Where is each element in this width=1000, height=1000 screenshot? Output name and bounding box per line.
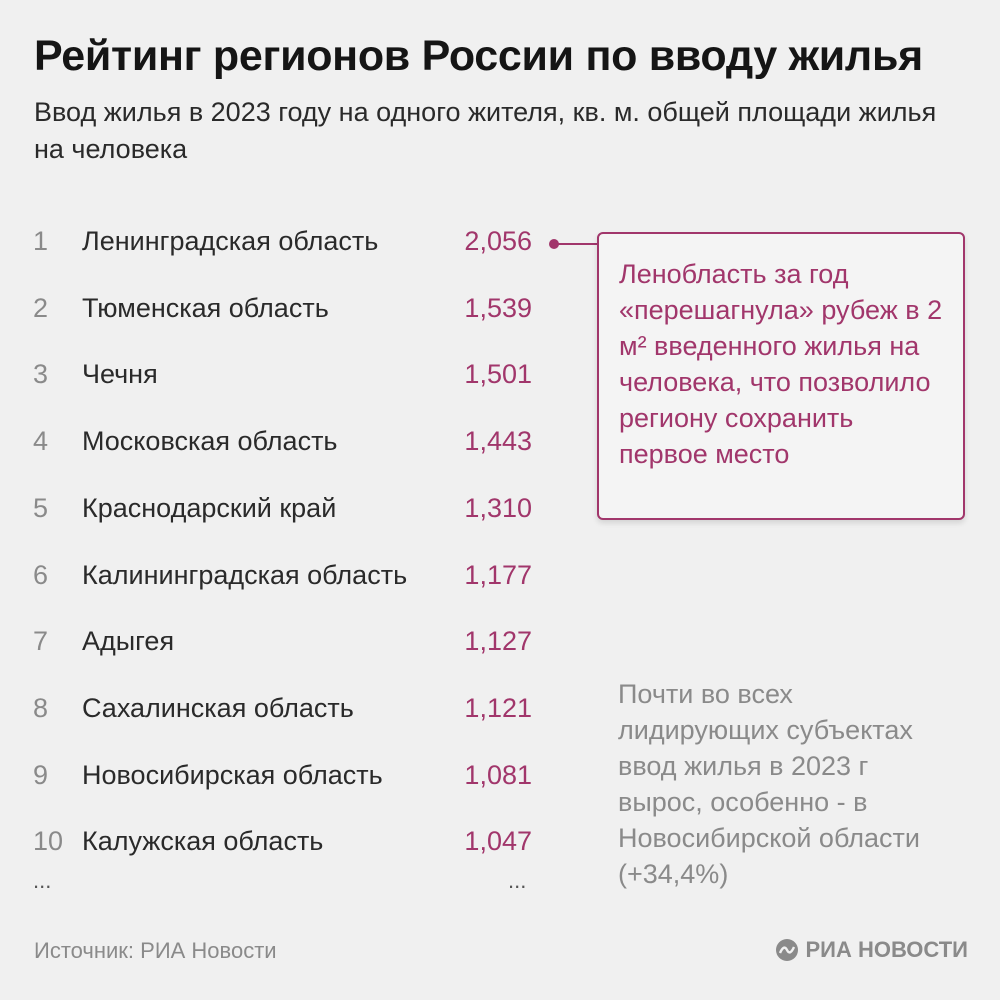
row-value: 1,127 — [464, 626, 532, 656]
ria-logo-icon — [776, 939, 799, 961]
row-rank: 8 — [33, 693, 49, 723]
row-value: 1,081 — [464, 760, 532, 790]
page-title: Рейтинг регионов России по вводу жилья — [34, 32, 923, 80]
side-note-text: Почти во всех лидирующих субъектах ввод … — [618, 679, 920, 889]
continuation-left: ... — [33, 868, 52, 893]
table-row: 8 Сахалинская область 1,121 — [0, 677, 560, 743]
table-row: 7 Адыгея 1,127 — [0, 610, 560, 676]
continuation-right: ... — [508, 868, 527, 893]
row-region-name: Новосибирская область — [82, 760, 383, 790]
side-note: Почти во всех лидирующих субъектах ввод … — [618, 676, 958, 892]
page-subtitle: Ввод жилья в 2023 году на одного жителя,… — [34, 97, 937, 164]
row-region-name: Краснодарский край — [82, 493, 337, 523]
row-region-name: Сахалинская область — [82, 693, 354, 723]
row-region-name: Калужская область — [82, 826, 324, 856]
ria-logo-text: РИА НОВОСТИ — [805, 937, 968, 962]
ria-logo: РИА НОВОСТИ — [775, 937, 968, 963]
row-region-name: Ленинградская область — [82, 226, 379, 256]
row-region-name: Калининградская область — [82, 560, 408, 590]
row-rank: 10 — [33, 826, 64, 856]
callout-connector-line — [554, 243, 598, 245]
table-row: 1 Ленинградская область 2,056 — [0, 210, 560, 276]
source-label: Источник: РИА Новости — [34, 938, 277, 963]
row-value: 1,047 — [464, 826, 532, 856]
table-row: 5 Краснодарский край 1,310 — [0, 477, 560, 543]
row-value: 1,177 — [464, 560, 532, 590]
row-value: 1,539 — [464, 293, 532, 323]
row-value: 1,443 — [464, 426, 532, 456]
row-rank: 1 — [33, 226, 49, 256]
row-rank: 9 — [33, 760, 49, 790]
row-value: 1,501 — [464, 359, 532, 389]
row-rank: 6 — [33, 560, 49, 590]
callout-text: Ленобласть за год «перешагнула» рубеж в … — [619, 259, 943, 469]
table-row: 4 Московская область 1,443 — [0, 410, 560, 476]
row-region-name: Адыгея — [82, 626, 175, 656]
row-rank: 7 — [33, 626, 49, 656]
row-value: 1,121 — [464, 693, 532, 723]
row-rank: 4 — [33, 426, 49, 456]
row-rank: 2 — [33, 293, 49, 323]
callout-connector-dot — [549, 239, 559, 249]
table-row: 6 Калининградская область 1,177 — [0, 544, 560, 610]
row-value: 2,056 — [464, 226, 532, 256]
row-value: 1,310 — [464, 493, 532, 523]
row-region-name: Чечня — [82, 359, 158, 389]
table-row: 10 Калужская область 1,047 — [0, 810, 560, 876]
table-row: 2 Тюменская область 1,539 — [0, 277, 560, 343]
table-row: 3 Чечня 1,501 — [0, 343, 560, 409]
row-rank: 3 — [33, 359, 49, 389]
table-row: 9 Новосибирская область 1,081 — [0, 744, 560, 810]
row-region-name: Тюменская область — [82, 293, 329, 323]
callout-box: Ленобласть за год «перешагнула» рубеж в … — [597, 232, 965, 520]
row-region-name: Московская область — [82, 426, 338, 456]
row-rank: 5 — [33, 493, 49, 523]
